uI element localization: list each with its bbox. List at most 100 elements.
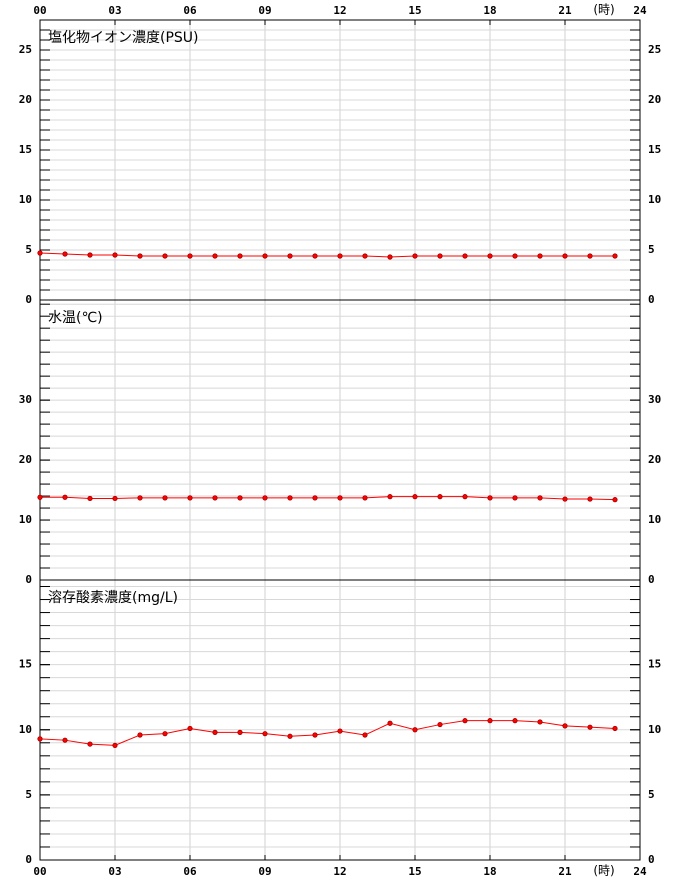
- data-point: [512, 718, 518, 724]
- data-point: [387, 494, 393, 500]
- data-point: [112, 495, 118, 502]
- y-tick-label-right: 10: [648, 193, 661, 206]
- y-tick-label-right: 0: [648, 573, 655, 586]
- panel-title: 水温(℃): [48, 310, 103, 326]
- y-tick-label-right: 15: [648, 658, 661, 671]
- y-tick-label: 10: [19, 513, 32, 526]
- data-point: [362, 732, 368, 738]
- y-tick-label: 20: [19, 93, 32, 106]
- data-point: [262, 253, 268, 259]
- data-point: [162, 495, 168, 501]
- data-point: [537, 719, 543, 725]
- data-point: [512, 495, 518, 501]
- data-point: [362, 253, 368, 259]
- y-tick-label-right: 0: [648, 853, 655, 866]
- y-tick-label: 10: [19, 193, 32, 206]
- data-point: [87, 252, 93, 258]
- x-tick-label: 12: [333, 4, 346, 17]
- y-tick-label-right: 0: [648, 293, 655, 306]
- y-tick-label: 25: [19, 43, 32, 56]
- x-tick-label: 03: [108, 4, 121, 17]
- data-point: [237, 253, 243, 259]
- y-tick-label: 15: [19, 658, 32, 671]
- y-tick-label: 5: [25, 788, 32, 801]
- data-point: [262, 731, 268, 737]
- data-point: [562, 496, 568, 502]
- data-point: [487, 718, 493, 724]
- data-point: [562, 723, 568, 729]
- data-point: [62, 251, 68, 257]
- x-tick-label: 00: [33, 865, 46, 878]
- panel-title: 塩化物イオン濃度(PSU): [48, 30, 199, 46]
- data-point: [137, 732, 143, 738]
- data-point: [462, 718, 468, 724]
- x-tick-label: 03: [108, 865, 121, 878]
- data-point: [487, 495, 493, 501]
- data-point: [437, 494, 443, 500]
- data-point: [387, 254, 393, 260]
- data-point: [362, 495, 368, 501]
- data-point: [212, 495, 218, 501]
- data-point: [112, 252, 118, 258]
- y-tick-label-right: 20: [648, 93, 661, 106]
- data-point: [37, 736, 43, 742]
- data-line: [39, 720, 616, 746]
- x-axis-label: (時): [593, 3, 614, 17]
- x-tick-label: 21: [558, 865, 572, 878]
- x-tick-label: 12: [333, 865, 346, 878]
- y-tick-label: 0: [25, 853, 32, 866]
- data-point: [87, 741, 93, 747]
- data-point: [462, 253, 468, 259]
- data-point: [112, 742, 118, 748]
- y-tick-label-right: 25: [648, 43, 661, 56]
- data-line: [39, 252, 615, 258]
- data-point: [187, 253, 193, 259]
- panel-title: 溶存酸素濃度(mg/L): [48, 590, 178, 606]
- y-tick-label-right: 5: [648, 788, 655, 801]
- data-point: [312, 253, 318, 259]
- data-point: [137, 495, 143, 501]
- data-point: [512, 253, 518, 259]
- x-tick-label: 06: [183, 865, 197, 878]
- data-point: [212, 729, 218, 735]
- y-tick-label-right: 10: [648, 513, 661, 526]
- data-point: [437, 721, 443, 728]
- y-tick-label: 10: [19, 723, 32, 736]
- x-tick-label: 21: [558, 4, 572, 17]
- y-tick-label: 0: [25, 573, 32, 586]
- data-point: [487, 253, 493, 259]
- data-point: [562, 253, 568, 259]
- x-tick-label: 09: [258, 4, 271, 17]
- data-point: [62, 737, 68, 743]
- data-point: [62, 494, 68, 500]
- x-tick-label: 09: [258, 865, 271, 878]
- y-tick-label: 20: [19, 453, 32, 466]
- y-tick-label-right: 5: [648, 243, 655, 256]
- data-point: [612, 725, 618, 732]
- x-tick-label: 00: [33, 4, 46, 17]
- data-point: [312, 495, 318, 501]
- x-tick-label: 15: [408, 865, 421, 878]
- data-point: [412, 494, 418, 500]
- data-point: [187, 725, 193, 732]
- data-point: [87, 495, 93, 502]
- y-tick-label-right: 20: [648, 453, 661, 466]
- y-tick-label: 30: [19, 393, 32, 406]
- data-point: [37, 494, 43, 500]
- x-tick-label: 18: [483, 4, 496, 17]
- y-tick-label: 15: [19, 143, 32, 156]
- data-point: [162, 253, 168, 259]
- y-tick-label-right: 15: [648, 143, 661, 156]
- x-tick-label: 06: [183, 4, 197, 17]
- data-point: [287, 733, 293, 739]
- y-tick-label-right: 30: [648, 393, 661, 406]
- data-point: [137, 253, 143, 259]
- data-point: [287, 253, 293, 259]
- data-point: [337, 253, 343, 259]
- data-point: [537, 495, 543, 501]
- data-point: [587, 724, 593, 730]
- data-point: [537, 253, 543, 259]
- data-point: [187, 495, 193, 501]
- data-point: [337, 495, 343, 501]
- x-axis-label: (時): [593, 864, 614, 878]
